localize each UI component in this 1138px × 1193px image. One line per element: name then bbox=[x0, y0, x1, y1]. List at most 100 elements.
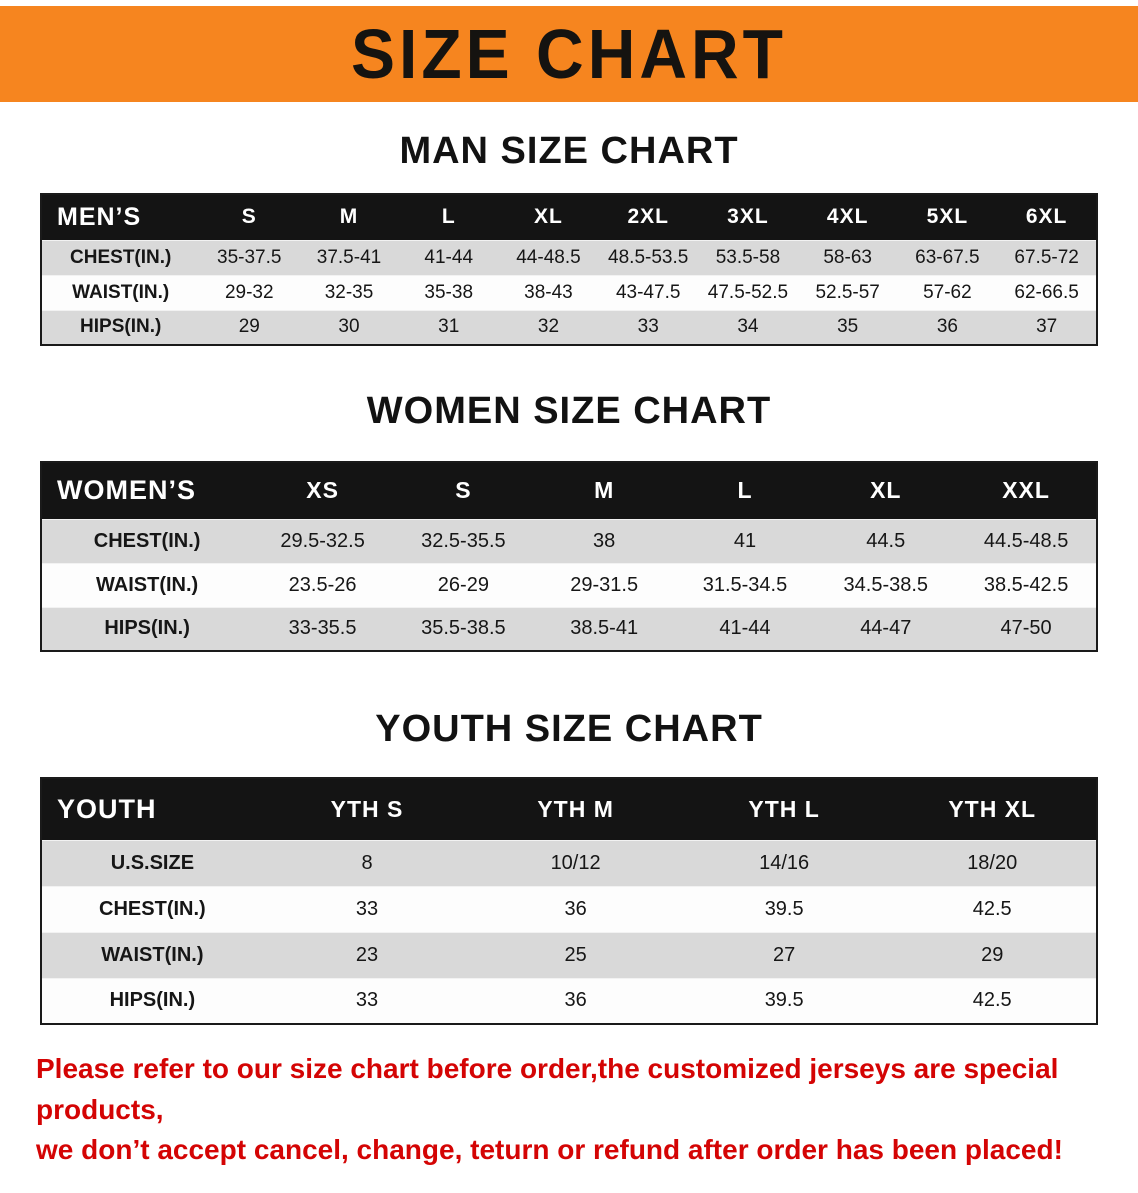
size-header-cell: XS bbox=[252, 462, 393, 519]
size-table: YOUTH YTH S YTH M YTH L YTH XL U.S.SIZE 8 10/1… bbox=[40, 777, 1098, 1025]
row-label: CHEST(IN.) bbox=[41, 239, 200, 275]
row-label: WAIST(IN.) bbox=[41, 562, 253, 607]
size-value: 38.5-42.5 bbox=[956, 562, 1097, 607]
size-value: 29 bbox=[199, 309, 300, 345]
size-value: 29-32 bbox=[199, 274, 300, 310]
table-title-cell: MEN’S bbox=[41, 194, 200, 240]
footer-notice: Please refer to our size chart before or… bbox=[0, 1049, 1138, 1193]
table-body: CHEST(IN.) 29.5-32.5 32.5-35.5 38 41 44.5 44.5… bbox=[41, 518, 1097, 651]
size-value: 10/12 bbox=[471, 839, 680, 886]
size-header-cell: 4XL bbox=[797, 194, 898, 240]
row-label: CHEST(IN.) bbox=[41, 885, 263, 932]
size-value: 33-35.5 bbox=[252, 606, 393, 651]
size-value: 8 bbox=[262, 839, 472, 886]
size-value: 34 bbox=[698, 309, 798, 345]
size-value: 29 bbox=[888, 931, 1097, 978]
size-header-cell: YTH L bbox=[679, 778, 889, 840]
size-value: 34.5-38.5 bbox=[815, 562, 957, 607]
size-header-cell: 6XL bbox=[997, 194, 1097, 240]
table-body: CHEST(IN.) 35-37.5 37.5-41 41-44 44-48.5 48.5… bbox=[41, 239, 1097, 345]
row-label: U.S.SIZE bbox=[41, 839, 263, 886]
size-value: 39.5 bbox=[679, 885, 889, 932]
size-header-cell: XXL bbox=[956, 462, 1097, 519]
size-value: 58-63 bbox=[797, 239, 898, 275]
size-value: 33 bbox=[262, 977, 472, 1024]
size-header-cell: M bbox=[299, 194, 399, 240]
size-value: 36 bbox=[471, 885, 680, 932]
size-header-cell: 5XL bbox=[897, 194, 998, 240]
measurement-row: WAIST(IN.) 23 25 27 29 bbox=[41, 931, 1097, 978]
measurement-row: HIPS(IN.) 29 30 31 32 33 34 35 36 37 bbox=[41, 309, 1097, 345]
section-heading: MAN SIZE CHART bbox=[399, 130, 739, 172]
table-title-cell: YOUTH bbox=[41, 778, 263, 840]
size-value: 33 bbox=[598, 309, 699, 345]
size-value: 63-67.5 bbox=[897, 239, 998, 275]
size-value: 23 bbox=[262, 931, 472, 978]
size-value: 35-37.5 bbox=[199, 239, 300, 275]
size-value: 32-35 bbox=[299, 274, 399, 310]
size-value: 42.5 bbox=[888, 977, 1097, 1024]
size-header-cell: XL bbox=[815, 462, 957, 519]
size-value: 38 bbox=[533, 518, 675, 563]
size-value: 47-50 bbox=[956, 606, 1097, 651]
size-value: 33 bbox=[262, 885, 472, 932]
notice-line-1: Please refer to our size chart before or… bbox=[36, 1053, 1059, 1125]
section-heading: WOMEN SIZE CHART bbox=[366, 390, 772, 432]
size-value: 41 bbox=[674, 518, 816, 563]
size-value: 35.5-38.5 bbox=[392, 606, 534, 651]
size-value: 37 bbox=[997, 309, 1097, 345]
size-value: 53.5-58 bbox=[698, 239, 798, 275]
row-label: HIPS(IN.) bbox=[41, 309, 200, 345]
measurement-row: CHEST(IN.) 35-37.5 37.5-41 41-44 44-48.5 48.5… bbox=[41, 239, 1097, 275]
size-value: 41-44 bbox=[398, 239, 499, 275]
size-value: 52.5-57 bbox=[797, 274, 898, 310]
size-table: WOMEN’S XS S M L XL XXL CHEST(IN.) 29.5-32.5 32.… bbox=[40, 461, 1098, 652]
size-value: 35-38 bbox=[398, 274, 499, 310]
size-header-cell: M bbox=[533, 462, 675, 519]
row-label: WAIST(IN.) bbox=[41, 274, 200, 310]
size-value: 31.5-34.5 bbox=[674, 562, 816, 607]
size-value: 30 bbox=[299, 309, 399, 345]
measurement-row: CHEST(IN.) 33 36 39.5 42.5 bbox=[41, 885, 1097, 932]
size-value: 44.5 bbox=[815, 518, 957, 563]
size-value: 18/20 bbox=[888, 839, 1097, 886]
size-value: 25 bbox=[471, 931, 680, 978]
measurement-row: HIPS(IN.) 33-35.5 35.5-38.5 38.5-41 41-44 44-… bbox=[41, 606, 1097, 651]
size-value: 41-44 bbox=[674, 606, 816, 651]
size-value: 26-29 bbox=[392, 562, 534, 607]
size-value: 62-66.5 bbox=[997, 274, 1097, 310]
size-header-cell: 2XL bbox=[598, 194, 699, 240]
row-label: HIPS(IN.) bbox=[41, 977, 263, 1024]
notice-line-2: we don’t accept cancel, change, teturn o… bbox=[36, 1134, 1063, 1166]
size-value: 44-48.5 bbox=[498, 239, 599, 275]
size-value: 36 bbox=[471, 977, 680, 1024]
size-value: 38-43 bbox=[498, 274, 599, 310]
size-value: 32.5-35.5 bbox=[392, 518, 534, 563]
size-value: 14/16 bbox=[679, 839, 889, 886]
size-value: 42.5 bbox=[888, 885, 1097, 932]
size-value: 29.5-32.5 bbox=[252, 518, 393, 563]
size-chart-section: WOMEN SIZE CHART WOMEN’S XS S M L XL XXL CHEST… bbox=[40, 390, 1098, 652]
size-value: 35 bbox=[797, 309, 898, 345]
size-value: 47.5-52.5 bbox=[698, 274, 798, 310]
size-table: MEN’S S M L XL 2XL 3XL 4XL 5XL 6XL CHEST(IN.) 35-3… bbox=[40, 193, 1098, 346]
measurement-row: WAIST(IN.) 29-32 32-35 35-38 38-43 43-47.5 47.… bbox=[41, 274, 1097, 310]
size-chart-section: YOUTH SIZE CHART YOUTH YTH S YTH M YTH L YTH… bbox=[40, 708, 1098, 1025]
size-chart-section: MAN SIZE CHART MEN’S S M L XL 2XL 3XL 4XL 5XL 6XL… bbox=[40, 130, 1098, 346]
size-header-cell: S bbox=[392, 462, 534, 519]
size-header-cell: YTH XL bbox=[888, 778, 1097, 840]
table-header-row: MEN’S S M L XL 2XL 3XL 4XL 5XL 6XL bbox=[41, 194, 1097, 240]
page-title: SIZE CHART bbox=[351, 15, 787, 93]
size-value: 29-31.5 bbox=[533, 562, 675, 607]
size-value: 44-47 bbox=[815, 606, 957, 651]
size-header-cell: S bbox=[199, 194, 300, 240]
size-value: 27 bbox=[679, 931, 889, 978]
size-header-cell: YTH S bbox=[262, 778, 472, 840]
size-value: 43-47.5 bbox=[598, 274, 699, 310]
size-value: 44.5-48.5 bbox=[956, 518, 1097, 563]
size-value: 37.5-41 bbox=[299, 239, 399, 275]
section-heading: YOUTH SIZE CHART bbox=[375, 708, 763, 750]
size-header-cell: XL bbox=[498, 194, 599, 240]
measurement-row: WAIST(IN.) 23.5-26 26-29 29-31.5 31.5-34.5 34… bbox=[41, 562, 1097, 607]
table-body: U.S.SIZE 8 10/12 14/16 18/20 CHEST(IN.) 33 36 39… bbox=[41, 839, 1097, 1024]
